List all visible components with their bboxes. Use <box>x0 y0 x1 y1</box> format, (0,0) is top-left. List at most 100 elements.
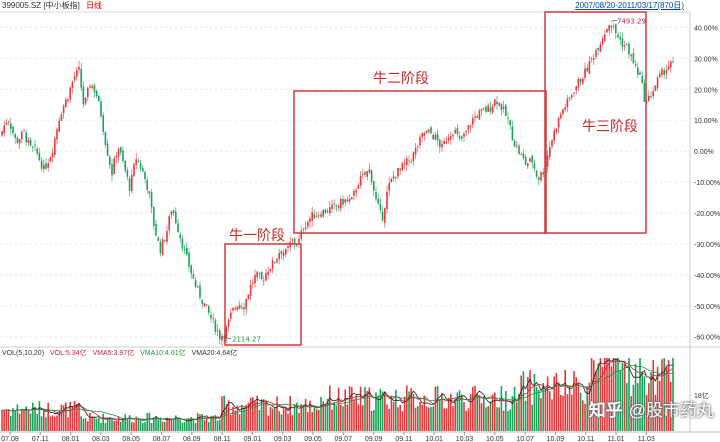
y-tick-label: 0.00% <box>694 149 714 156</box>
volume-bar <box>322 401 324 431</box>
volume-bar <box>590 358 593 431</box>
volume-bar <box>245 404 247 431</box>
candle-body <box>384 208 386 223</box>
candle-body <box>626 44 628 46</box>
candle-body <box>419 136 421 146</box>
stage3-label: 牛三阶段 <box>582 119 638 135</box>
volume-bar <box>487 406 489 431</box>
volume-bar <box>656 366 659 431</box>
x-tick-label: 10.05 <box>486 436 504 442</box>
volume-bar <box>441 392 443 431</box>
volume-bar <box>344 389 346 431</box>
volume-bar <box>51 415 54 431</box>
volume-bar <box>472 386 474 431</box>
candle-body <box>155 223 157 236</box>
candle-body <box>487 105 489 112</box>
stage1-label: 牛一阶段 <box>229 228 285 244</box>
candle-body <box>630 54 632 57</box>
volume-bar <box>137 418 140 431</box>
candle-body <box>513 140 516 147</box>
volume-bar <box>524 400 527 431</box>
candle-body <box>111 164 113 176</box>
volume-bar <box>214 415 217 431</box>
candle-body <box>243 307 245 310</box>
candle-body <box>527 163 529 167</box>
volume-bar <box>337 387 340 431</box>
volume-bar <box>287 413 289 431</box>
candle-body <box>166 230 168 242</box>
candle-body <box>568 97 571 99</box>
candle-body <box>553 130 555 141</box>
candle-body <box>610 25 613 28</box>
volume-bar <box>564 369 566 431</box>
volume-bar <box>331 409 333 431</box>
volume-bar <box>56 415 58 431</box>
candle-body <box>571 95 573 98</box>
volume-bar <box>216 420 219 431</box>
candle-body <box>221 335 223 341</box>
volume-bar <box>535 386 538 431</box>
candle-body <box>120 147 122 153</box>
candle-body <box>102 115 104 132</box>
candle-body <box>62 106 65 114</box>
volume-bar <box>324 405 327 431</box>
candle-body <box>157 237 159 241</box>
candle-body <box>298 238 300 244</box>
candle-body <box>3 125 5 134</box>
candle-body <box>335 205 338 207</box>
candle-body <box>340 198 342 209</box>
candle-body <box>168 216 170 231</box>
candle-body <box>54 138 56 155</box>
volume-bar <box>282 406 285 431</box>
candle-body <box>318 215 320 217</box>
volume-bar <box>419 401 421 431</box>
volume-bar <box>87 421 89 431</box>
stage3-box <box>544 11 647 234</box>
volume-bar <box>243 407 245 431</box>
volume-bar <box>615 358 617 431</box>
period-label[interactable]: 日线 <box>86 1 103 10</box>
volume-bar <box>410 388 412 431</box>
watermark: 知乎 @股市药丸 <box>589 396 714 421</box>
volume-bar <box>406 385 408 431</box>
y-tick-label: 40.00% <box>694 25 718 32</box>
candle-body <box>672 61 674 63</box>
volume-bar <box>476 392 478 431</box>
candle-body <box>188 252 190 267</box>
volume-bar <box>362 405 364 431</box>
candle-body <box>628 43 630 55</box>
candle-body <box>597 47 599 51</box>
volume-bar <box>58 410 60 431</box>
candle-body <box>494 99 496 106</box>
candle-body <box>509 120 511 126</box>
volume-bar <box>597 363 599 431</box>
candle-body <box>71 81 74 89</box>
volume-bar <box>190 417 192 431</box>
stage2-box <box>293 90 547 234</box>
volume-bar <box>3 410 5 431</box>
volume-bar <box>329 385 331 431</box>
volume-bar <box>212 415 214 431</box>
candle-body <box>502 106 505 109</box>
x-tick-label: 08.11 <box>214 436 231 442</box>
candle-body <box>190 265 192 274</box>
volume-bar <box>73 400 76 431</box>
candle-body <box>271 260 274 269</box>
date-range-label[interactable]: 2007/08/20-2011/03/17(870日) <box>575 1 684 11</box>
candle-body <box>214 320 217 332</box>
candle-body <box>606 28 608 33</box>
volume-bar <box>89 413 91 431</box>
volume-bar <box>469 394 472 431</box>
candle-body <box>38 152 41 161</box>
volume-bar <box>32 402 34 431</box>
volume-bar <box>498 407 500 431</box>
candle-body <box>516 145 518 147</box>
candle-body <box>205 304 208 306</box>
candle-body <box>219 330 221 340</box>
vma10-line <box>1 359 674 421</box>
volume-bar <box>584 403 586 431</box>
volume-bar <box>610 366 613 431</box>
date-range-link[interactable]: 2007/08/20-2011/03/17(870日) <box>575 1 684 10</box>
candle-body <box>304 227 307 229</box>
